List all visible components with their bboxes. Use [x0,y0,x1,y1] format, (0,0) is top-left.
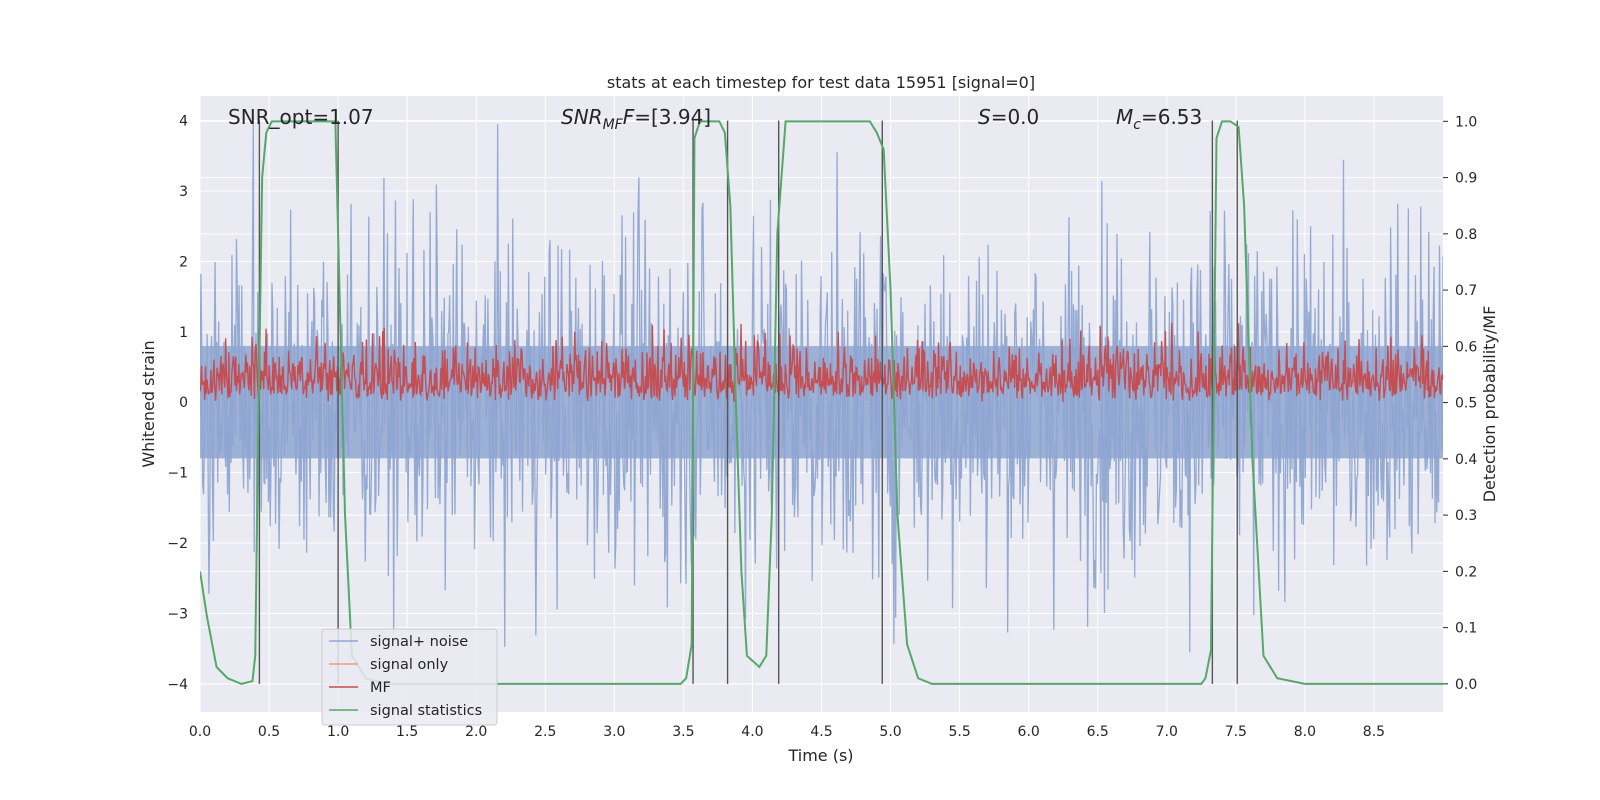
legend-label-signal-statistics: signal statistics [370,703,482,719]
y2-tick-label: 0.7 [1455,283,1477,299]
y2-tick-label: 0.5 [1455,396,1477,412]
annotation-s-main: S [978,105,991,129]
legend-label-mf: MF [370,680,391,696]
x-tick-label: 5.0 [879,724,901,740]
y-tick-label: −1 [167,466,188,482]
y2-tick-label: 0.4 [1455,452,1477,468]
signal-noise-core [200,345,1443,459]
x-tick-label: 8.0 [1294,724,1316,740]
annotation-mc-value: =6.53 [1141,105,1202,129]
y2-axis-label: Detection probability/MF [1480,306,1499,503]
y-axis-label: Whitened strain [139,340,158,467]
signal-statistics-series [200,120,1443,685]
y-tick-label: −4 [167,677,188,693]
x-tick-label: 0.5 [258,724,280,740]
annotation-mc-main: M [1116,105,1133,129]
y2-tick-label: 0.3 [1455,508,1477,524]
y-axis-ticks: −4 −3 −2 −1 0 1 2 3 4 [167,114,188,693]
annotations: SNR_opt=1.07 SNRMFF=[3.94] S=0.0 Mc=6.53 [228,105,1202,133]
x-tick-label: 4.5 [810,724,832,740]
y-tick-label: −3 [167,606,188,622]
x-tick-label: 7.5 [1225,724,1247,740]
y2-tick-label: 0.1 [1455,621,1477,637]
y2-tick-label: 0.6 [1455,339,1477,355]
legend-label-noise: signal+ noise [370,634,468,650]
x-tick-label: 3.0 [603,724,625,740]
y2-tick-label: 0.0 [1455,677,1477,693]
annotation-mc: Mc=6.53 [1116,105,1202,133]
y-tick-label: 1 [179,325,188,341]
y2-tick-label: 0.2 [1455,564,1477,580]
legend-label-signal-only: signal only [370,657,449,673]
mf-series [200,322,1443,402]
x-tick-label: 4.0 [741,724,763,740]
y2-tick-label: 0.8 [1455,227,1477,243]
annotation-snr-mf-f: F [623,105,635,129]
x-tick-label: 7.0 [1156,724,1178,740]
x-tick-label: 1.0 [327,724,349,740]
annotation-snr-mf-sub: MF [603,117,624,133]
annotation-mc-sub: c [1133,117,1141,133]
x-tick-label: 2.5 [534,724,556,740]
y2-tick-label: 0.9 [1455,171,1477,187]
mf-line [200,322,1443,402]
y-tick-label: 3 [179,184,188,200]
y-tick-label: 4 [179,114,188,130]
x-tick-label: 2.0 [465,724,487,740]
annotation-snr-mf-main: SNR [561,105,603,129]
annotation-snr-mf: SNRMFF=[3.94] [561,105,711,133]
y-tick-label: 0 [179,395,188,411]
x-axis-ticks: 0.0 0.5 1.0 1.5 2.0 2.5 3.0 3.5 4.0 4.5 5.0 5.5 6.0 6… [189,724,1385,740]
x-tick-label: 3.5 [672,724,694,740]
signal-statistics-line [200,120,1443,685]
x-tick-label: 6.5 [1087,724,1109,740]
y2-tick-label: 1.0 [1455,114,1477,130]
legend-box [321,628,498,726]
signal-noise-series [200,124,1443,653]
annotation-s: S=0.0 [978,105,1039,129]
annotation-s-value: =0.0 [991,105,1040,129]
x-tick-label: 6.0 [1018,724,1040,740]
y-tick-label: −2 [167,536,188,552]
x-tick-label: 8.5 [1363,724,1385,740]
chart-title: stats at each timestep for test data 159… [607,73,1035,92]
annotation-snr-mf-value: =[3.94] [634,105,711,129]
x-tick-label: 1.5 [396,724,418,740]
annotation-snr-opt: SNR_opt=1.07 [228,105,374,129]
x-tick-label: 5.5 [948,724,970,740]
x-axis-label: Time (s) [787,746,853,765]
legend: signal+ noise signal only MF signal stat… [321,628,498,726]
y-tick-label: 2 [179,254,188,270]
y2-axis-ticks: 0.0 0.1 0.2 0.3 0.4 0.5 0.6 0.7 0.8 0.9 1.0 [1443,114,1477,693]
x-tick-label: 0.0 [189,724,211,740]
